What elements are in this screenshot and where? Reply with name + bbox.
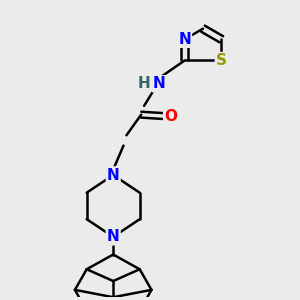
Text: H: H: [137, 76, 150, 91]
Text: S: S: [216, 53, 227, 68]
Text: N: N: [107, 167, 120, 182]
Text: N: N: [152, 76, 165, 91]
Text: N: N: [178, 32, 191, 47]
Text: O: O: [164, 109, 177, 124]
Text: N: N: [107, 230, 120, 244]
